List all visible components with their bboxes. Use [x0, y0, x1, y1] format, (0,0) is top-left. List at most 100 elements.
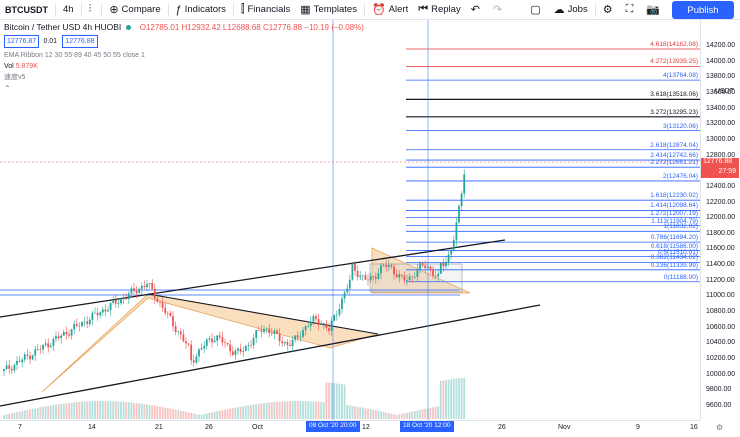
volume-bar: [437, 406, 440, 419]
candle-body: [452, 240, 455, 250]
candle-body: [406, 280, 408, 281]
time-tick-label: 7: [18, 424, 22, 431]
indicators-button[interactable]: ƒ Indicators: [171, 0, 231, 20]
volume-bar: [34, 408, 37, 419]
financials-button[interactable]: ⫿ Financials: [236, 0, 295, 20]
volume-bar: [283, 401, 286, 419]
candle-body: [216, 335, 219, 341]
candle-body: [185, 341, 187, 344]
volume-bar: [398, 414, 401, 419]
candle-body: [458, 206, 460, 223]
candle-body: [463, 174, 466, 194]
candle-body: [343, 292, 346, 299]
volume-bar: [393, 414, 395, 419]
undo-button[interactable]: ↶: [466, 0, 488, 20]
bid-price[interactable]: 12776.87: [4, 35, 40, 48]
candle-body: [341, 298, 343, 310]
candle-body: [182, 334, 185, 342]
volume-bar: [185, 411, 187, 419]
trend-line[interactable]: [0, 304, 541, 407]
extra-indicator-legend[interactable]: 速度v5: [4, 74, 26, 81]
candle-body: [413, 276, 416, 278]
publish-button[interactable]: Publish: [672, 1, 734, 19]
candle-body: [190, 344, 193, 361]
chart-type-button[interactable]: ⫶: [84, 0, 100, 20]
volume-bar: [307, 401, 310, 419]
trend-line[interactable]: [147, 293, 379, 335]
replay-button[interactable]: ⏮ Replay: [413, 0, 465, 20]
snapshot-button[interactable]: 📷: [641, 0, 668, 20]
volume-bar: [3, 415, 5, 419]
layout-button[interactable]: ▢: [525, 0, 548, 20]
candle-body: [39, 349, 42, 350]
volume-bar: [65, 403, 68, 419]
volume-bar: [265, 402, 268, 419]
volume-bar: [346, 405, 349, 419]
axis-settings-icon[interactable]: ⚙: [716, 423, 724, 432]
candle-body: [148, 283, 151, 285]
candle-body: [403, 275, 406, 281]
symbol-search[interactable]: BTCUSDT: [5, 4, 48, 15]
range-box[interactable]: [369, 263, 463, 293]
jobs-button[interactable]: ☁ Jobs: [549, 0, 593, 20]
price-tick-label: 9800.00: [706, 386, 732, 394]
price-axis[interactable]: 14200.00 14000.00 13800.00 13600.00 13400.00…: [700, 20, 740, 420]
fibonacci-extension[interactable]: [406, 48, 700, 283]
interval-button[interactable]: 4h: [63, 4, 74, 15]
candle-body: [10, 368, 13, 371]
fib-level-label: 0.236(11339.99): [650, 261, 698, 269]
candle-body: [398, 274, 401, 278]
chart-canvas[interactable]: [0, 20, 700, 420]
volume-bar: [260, 403, 263, 419]
volume-bar: [278, 401, 281, 419]
candlestick-series[interactable]: [3, 169, 466, 377]
candle-body: [159, 301, 161, 303]
candle-body: [294, 335, 297, 340]
candle-body: [83, 321, 86, 323]
candle-body: [60, 335, 63, 339]
candle-body: [47, 343, 50, 348]
candle-body: [408, 276, 411, 281]
volume-bar: [117, 401, 120, 419]
templates-button[interactable]: ▦ Templates: [295, 0, 362, 20]
ask-price[interactable]: 12776.88: [62, 35, 98, 48]
volume-bar: [335, 383, 338, 419]
volume-bar: [146, 404, 148, 419]
legend-interval: 4h: [82, 22, 93, 32]
volume-bar: [299, 401, 302, 419]
volume-bar: [101, 401, 104, 419]
volume-bar: [302, 401, 304, 419]
candle-body: [21, 359, 24, 363]
volume-bar: [107, 401, 109, 419]
candle-body: [455, 222, 458, 241]
candle-body: [390, 265, 393, 267]
volume-bar: [42, 406, 44, 419]
candle-body: [372, 276, 375, 277]
candle-body: [140, 285, 143, 289]
ema-ribbon-legend[interactable]: EMA Ribbon 12 30 55 89 40 45 50 55 close…: [4, 52, 145, 59]
time-axis[interactable]: 7 14 21 26 Oct 12 26 Nov 9 16 08 Oct '20 20:00 18…: [0, 420, 700, 437]
volume-bar: [424, 408, 427, 419]
redo-button[interactable]: ↷: [488, 0, 510, 20]
settings-button[interactable]: ⚙: [598, 0, 621, 20]
triangle-pattern-large[interactable]: [41, 293, 379, 393]
fullscreen-button[interactable]: ⛶: [621, 0, 642, 20]
price-tick-label: 14200.00: [706, 42, 736, 49]
volume-legend[interactable]: Vol 5.879K: [4, 61, 364, 72]
collapse-legend-icon[interactable]: ⌃: [4, 84, 11, 93]
candle-body: [169, 313, 172, 317]
alert-button[interactable]: ⏰ Alert: [367, 0, 413, 20]
volume-bar: [273, 402, 276, 419]
volume-bar: [247, 405, 250, 419]
candle-body: [104, 309, 107, 312]
compare-button[interactable]: ⊕ Compare: [104, 0, 165, 20]
ohlc-values: O12785.01 H12932.42 L12688.68 C12776.88 …: [140, 23, 364, 32]
volume-bar: [419, 409, 421, 419]
volume-bar: [88, 401, 91, 419]
fib-level-label: 0(11188.00): [663, 273, 698, 281]
trend-line[interactable]: [0, 239, 506, 318]
volume-bar: [330, 382, 333, 419]
volume-bar: [99, 401, 102, 419]
candle-body: [296, 335, 299, 338]
spread-value: 0.01: [43, 38, 58, 45]
